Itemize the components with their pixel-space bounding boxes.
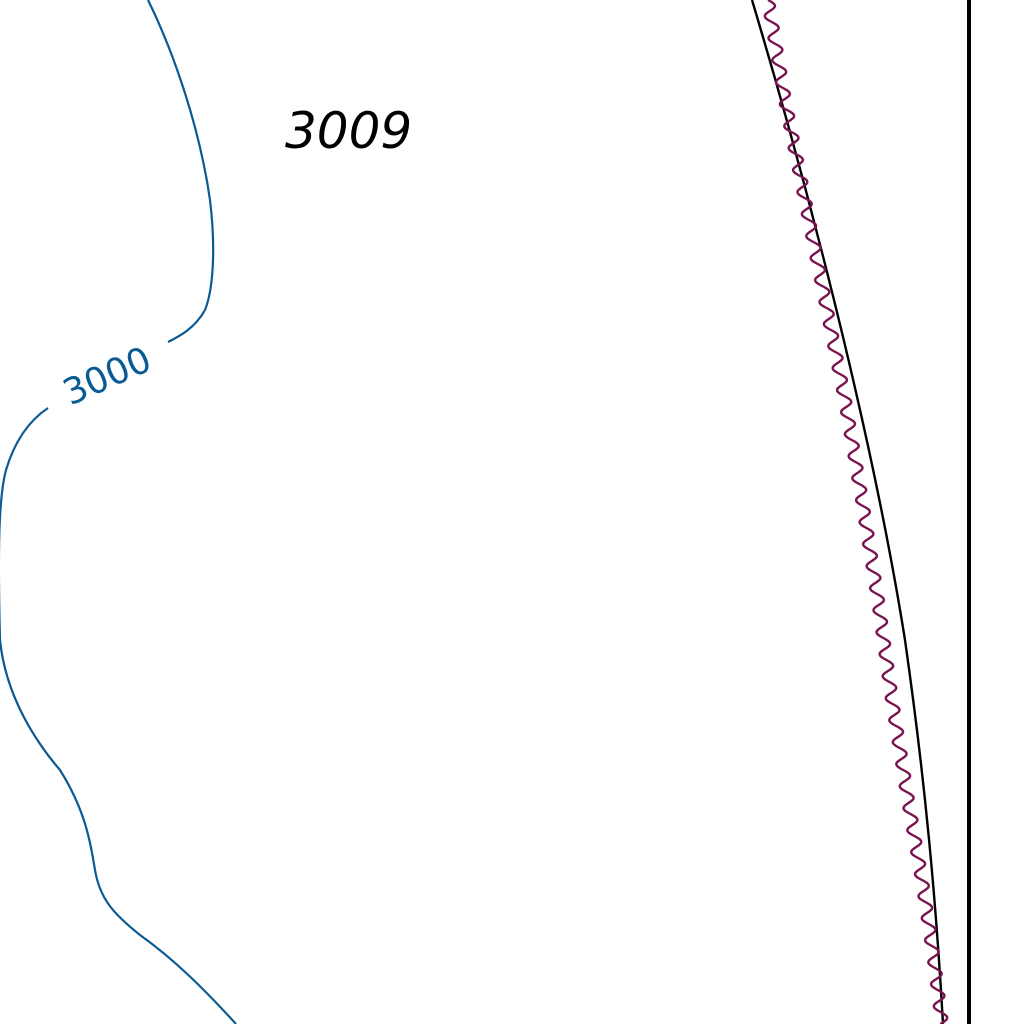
spot-height-label: 3009 — [285, 102, 412, 160]
boundary-line — [750, 0, 945, 1024]
contour-line-3000 — [0, 407, 237, 1024]
wavy-line — [763, 0, 949, 1024]
contour-line-3000 — [147, 0, 215, 343]
